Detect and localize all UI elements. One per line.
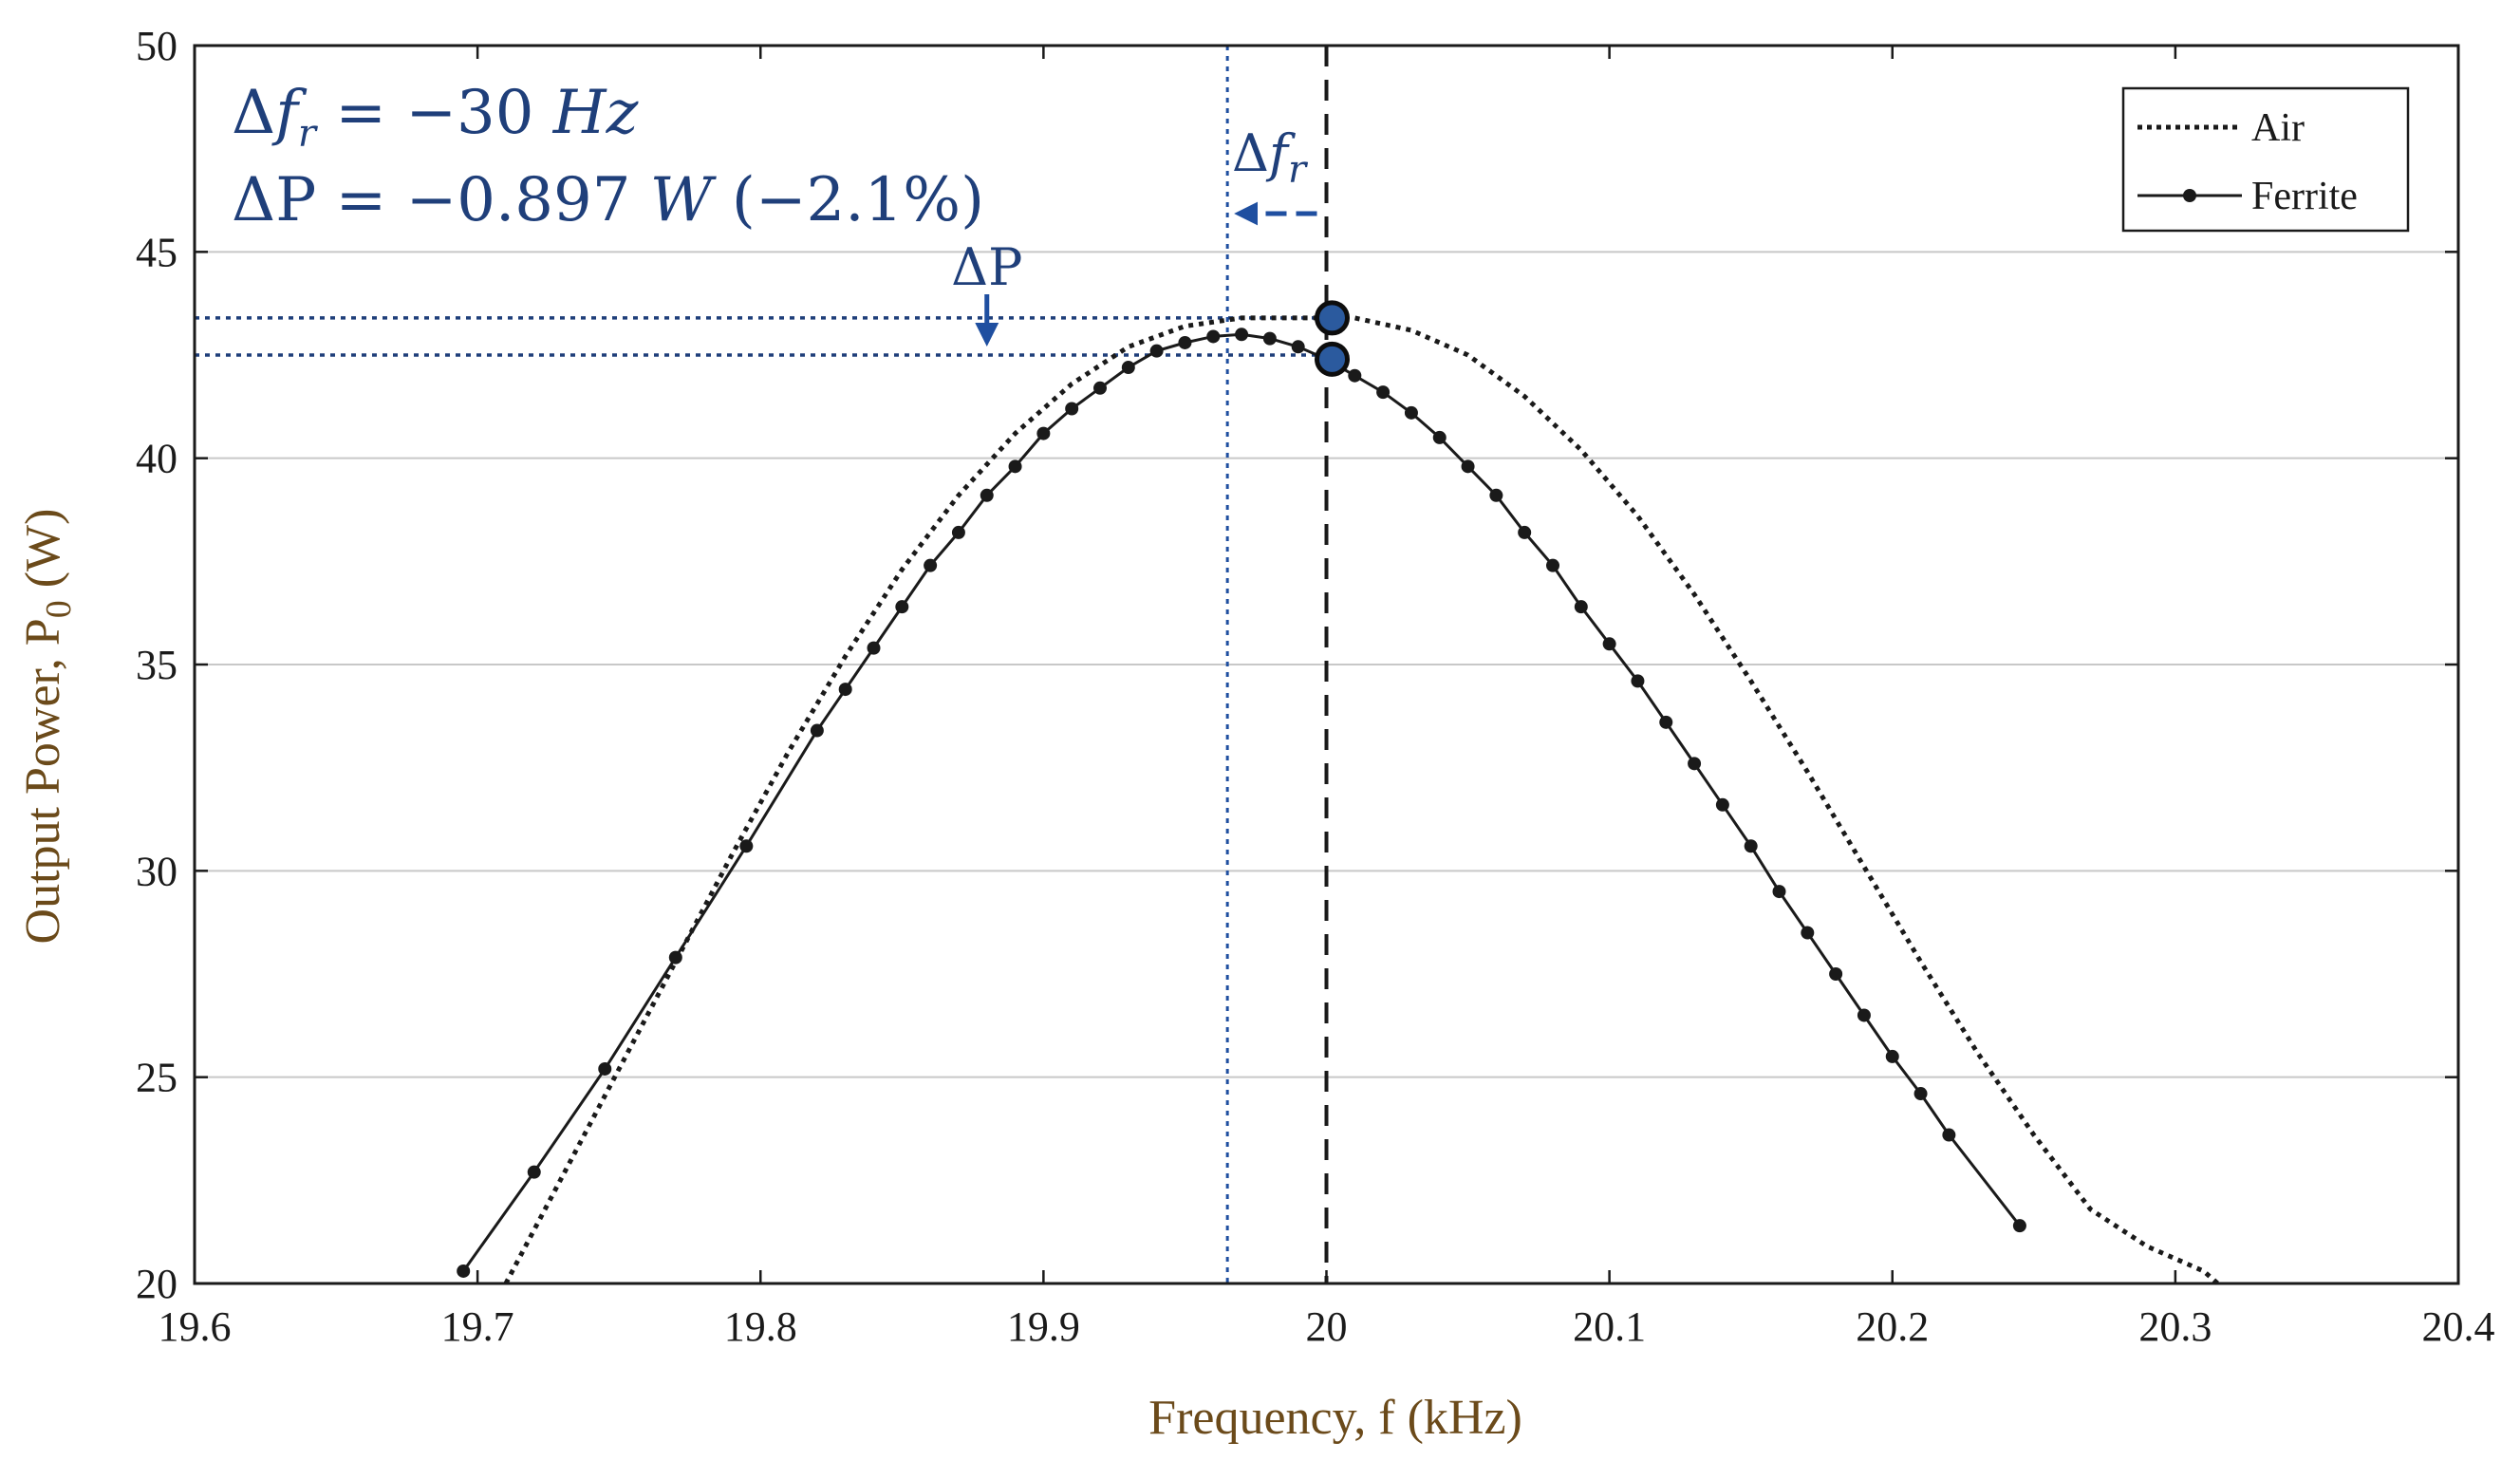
ferrite-point (1178, 335, 1192, 349)
ferrite-point (1829, 967, 1843, 981)
ferrite-point (838, 683, 852, 697)
ferrite-point (1772, 885, 1786, 899)
delta-p-percent: (−2.1%) (713, 165, 985, 235)
x-tick-label: 20.4 (2422, 1303, 2495, 1350)
x-tick-label: 19.7 (441, 1303, 514, 1350)
ferrite-point (1206, 329, 1221, 344)
ferrite-point (1262, 331, 1277, 346)
ferrite-point (1631, 674, 1645, 688)
delta-fr-unit: Hz (552, 78, 640, 148)
ferrite-point (1518, 525, 1532, 539)
ferrite-point (1235, 328, 1249, 342)
ferrite-point (1348, 368, 1362, 383)
legend-ferrite-label: Ferrite (2251, 175, 2358, 218)
ferrite-point (1574, 600, 1588, 614)
ferrite-point (1461, 459, 1475, 474)
series-layer (457, 315, 2220, 1285)
y-tick-label: 30 (136, 848, 177, 894)
legend-air-label: Air (2251, 106, 2305, 150)
highlight-markers (1315, 300, 1350, 377)
x-tick-label: 20.1 (1573, 1303, 1646, 1350)
y-axis-title-main: Output Power, P (16, 618, 70, 944)
delta-p-main: ΔP = −0.897 (232, 165, 650, 235)
delta-fr-arrow-subscript: r (1288, 148, 1309, 192)
legend: Air Ferrite (2121, 86, 2410, 233)
ferrite-point (895, 600, 909, 614)
y-axis-title: Output Power, P0 (W) (16, 509, 79, 945)
series-line-air (503, 315, 2220, 1285)
delta-fr-arrow-label: Δfr (1232, 123, 1309, 192)
marker-ferrite-at-20kHz (1315, 341, 1350, 377)
ferrite-point (924, 558, 938, 572)
annotation-arrows (975, 201, 1317, 347)
x-tick-label: 20.2 (1856, 1303, 1929, 1350)
ferrite-point (1857, 1008, 1871, 1022)
ferrite-point (457, 1264, 471, 1278)
x-tick-label: 19.8 (724, 1303, 797, 1350)
ferrite-point (2012, 1219, 2026, 1233)
x-tick-label: 19.6 (159, 1303, 232, 1350)
delta-fr-value: = −30 (316, 78, 553, 148)
ferrite-point (1149, 344, 1164, 358)
series-line-ferrite (461, 332, 2022, 1272)
ferrite-point (1489, 488, 1503, 502)
ferrite-point (1121, 361, 1135, 375)
delta-fr-prefix: Δ (232, 78, 275, 148)
y-tick-label: 40 (136, 436, 177, 482)
ferrite-point (1942, 1128, 1956, 1142)
ferrite-point (867, 641, 881, 655)
y-tick-label: 45 (136, 229, 177, 275)
marker-air-peak (1315, 300, 1350, 336)
ferrite-point (1432, 430, 1447, 444)
ferrite-point (668, 950, 682, 965)
ferrite-point (1376, 385, 1391, 400)
x-axis-title: Frequency, f (kHz) (1148, 1391, 1522, 1445)
x-tick-label: 19.9 (1007, 1303, 1080, 1350)
ferrite-point (980, 488, 994, 502)
ferrite-point (1404, 405, 1418, 420)
x-tick-label: 20 (1306, 1303, 1348, 1350)
y-axis-title-unit: (W) (16, 509, 70, 601)
ferrite-point (1008, 459, 1022, 474)
ferrite-point (1715, 797, 1729, 812)
legend-ferrite-marker (2183, 189, 2196, 202)
y-tick-label: 50 (136, 23, 177, 69)
y-tick-label: 20 (136, 1261, 177, 1307)
delta-p-annotation: ΔP = −0.897 W (−2.1%) (232, 165, 984, 235)
ferrite-point (1801, 926, 1815, 940)
delta-fr-annotation: Δfr = −30 Hz (232, 78, 640, 156)
ferrite-point (1602, 637, 1616, 651)
ferrite-point (1546, 558, 1559, 572)
ferrite-point (1744, 839, 1758, 853)
delta-fr-subscript: r (298, 112, 319, 156)
ferrite-point (1659, 715, 1673, 729)
axis-ticks: 19.6 19.7 19.8 19.9 20 20.1 20.2 20.3 20.4 20 25 30… (136, 23, 2495, 1350)
ferrite-point (810, 723, 824, 738)
y-tick-label: 25 (136, 1055, 177, 1101)
ferrite-point (527, 1165, 541, 1179)
ferrite-point (1036, 426, 1051, 440)
delta-p-unit: W (650, 165, 718, 235)
ferrite-point (951, 525, 965, 539)
delta-p-arrow-label: ΔP (951, 237, 1022, 297)
ferrite-point (1885, 1049, 1899, 1063)
reference-lines (195, 46, 1329, 1283)
x-tick-label: 20.3 (2138, 1303, 2212, 1350)
ferrite-point (1093, 381, 1107, 395)
legend-box (2121, 86, 2410, 233)
delta-fr-arrow-prefix: Δ (1232, 123, 1269, 183)
y-axis-title-subscript: 0 (39, 600, 79, 618)
ferrite-point (1291, 340, 1305, 354)
ferrite-point (598, 1061, 612, 1076)
ferrite-point (1913, 1087, 1928, 1101)
ferrite-point (1065, 402, 1079, 416)
ferrite-point (1688, 757, 1702, 771)
y-tick-label: 35 (136, 642, 177, 688)
ferrite-point (739, 839, 754, 853)
y-axis-title-group: Output Power, P0 (W) (16, 509, 79, 945)
